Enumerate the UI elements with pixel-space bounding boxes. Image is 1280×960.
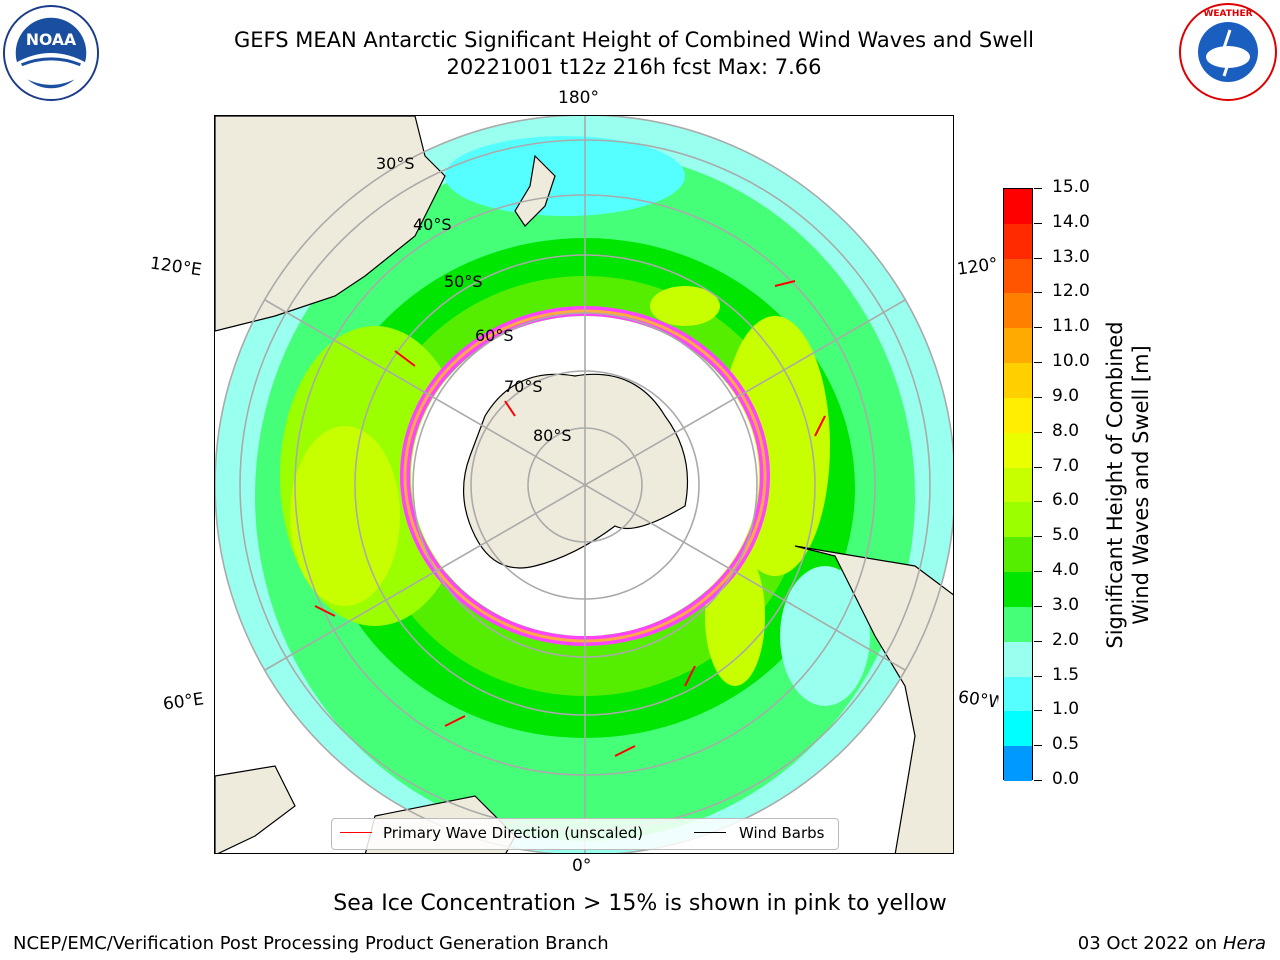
colorbar-tick-mark <box>1034 466 1042 468</box>
colorbar-tick-label: 13.0 <box>1052 246 1090 267</box>
colorbar-title-line1: Significant Height of Combined <box>1103 321 1127 649</box>
colorbar-tick-mark <box>1034 501 1042 503</box>
noaa-logo: NOAA <box>2 4 100 102</box>
colorbar-segment <box>1004 432 1032 469</box>
colorbar-tick-label: 4.0 <box>1052 560 1080 581</box>
colorbar-tick-mark <box>1034 571 1042 573</box>
lat-label-80s: 80°S <box>533 426 572 445</box>
lon-label-120w: 120°W <box>955 254 999 280</box>
colorbar-tick-label: 1.0 <box>1052 699 1080 720</box>
colorbar-segment <box>1004 676 1032 712</box>
colorbar-tick-mark <box>1034 188 1042 189</box>
colorbar-segment <box>1004 537 1032 573</box>
wave-legend-label: Primary Wave Direction (unscaled) <box>383 824 644 842</box>
lon-label-60e: 60°E <box>161 689 206 715</box>
lat-label-30s: 30°S <box>376 154 415 173</box>
antarctic-wave-map <box>215 116 953 853</box>
colorbar-segment <box>1004 606 1032 643</box>
lat-label-50s: 50°S <box>444 272 483 291</box>
wave-legend-line <box>340 832 372 833</box>
footer-date: 03 Oct 2022 on Hera <box>1078 933 1266 954</box>
colorbar-tick-mark <box>1034 640 1042 642</box>
wind-legend-label: Wind Barbs <box>739 824 825 842</box>
colorbar-tick-label: 0.5 <box>1052 734 1080 755</box>
lat-label-70s: 70°S <box>504 377 543 396</box>
colorbar-tick-mark <box>1034 605 1042 607</box>
colorbar-segment <box>1004 397 1032 434</box>
colorbar-segment <box>1004 223 1032 260</box>
colorbar-tick-label: 1.5 <box>1052 664 1080 685</box>
colorbar-tick-mark <box>1034 745 1042 747</box>
colorbar-tick-label: 11.0 <box>1052 316 1090 337</box>
australia <box>215 116 446 332</box>
colorbar-tick-mark <box>1034 710 1042 712</box>
colorbar-title-line2: Wind Waves and Swell [m] <box>1129 345 1153 625</box>
colorbar-tick-mark <box>1034 396 1042 398</box>
map-legend: Primary Wave Direction (unscaled) Wind B… <box>331 818 839 850</box>
colorbar-tick-label: 6.0 <box>1052 490 1080 511</box>
colorbar-tick-mark <box>1034 292 1042 294</box>
colorbar-tick-mark <box>1034 222 1042 224</box>
lon-label-60w: 60°W <box>956 687 1000 713</box>
colorbar-tick-mark <box>1034 362 1042 364</box>
footer-host: Hera <box>1222 933 1266 954</box>
lat-label-40s: 40°S <box>413 215 452 234</box>
colorbar-tick-label: 9.0 <box>1052 385 1080 406</box>
colorbar-segment <box>1004 467 1032 503</box>
sea-ice-note: Sea Ice Concentration > 15% is shown in … <box>333 891 947 916</box>
colorbar-tick-label: 10.0 <box>1052 351 1090 372</box>
colorbar-segment <box>1004 258 1032 294</box>
colorbar <box>1003 188 1033 782</box>
colorbar-segment <box>1004 641 1032 678</box>
map-panel <box>214 115 954 854</box>
colorbar-segment <box>1004 502 1032 538</box>
lon-label-120e: 120°E <box>148 253 203 281</box>
svg-text:WEATHER: WEATHER <box>1203 9 1252 19</box>
wave-arrows <box>314 280 826 757</box>
colorbar-tick-label: 8.0 <box>1052 420 1080 441</box>
colorbar-title: Significant Height of Combined Wind Wave… <box>1102 275 1154 695</box>
footer-date-text: 03 Oct 2022 on <box>1077 933 1223 954</box>
colorbar-tick-label: 2.0 <box>1052 629 1080 650</box>
colorbar-segment <box>1004 363 1032 399</box>
colorbar-tick-label: 0.0 <box>1052 769 1080 789</box>
colorbar-tick-label: 3.0 <box>1052 594 1080 615</box>
wind-legend-line <box>694 832 726 833</box>
colorbar-tick-label: 15.0 <box>1052 177 1090 197</box>
graticule <box>215 116 953 853</box>
footer-org: NCEP/EMC/Verification Post Processing Pr… <box>13 933 609 954</box>
africa <box>215 765 296 853</box>
chart-title: GEFS MEAN Antarctic Significant Height o… <box>233 28 1035 52</box>
nws-logo: WEATHER <box>1179 3 1277 101</box>
new-zealand <box>514 154 556 227</box>
colorbar-segment <box>1004 746 1032 782</box>
svg-text:NOAA: NOAA <box>26 30 77 49</box>
colorbar-tick-mark <box>1034 257 1042 259</box>
colorbar-tick-mark <box>1034 431 1042 433</box>
colorbar-tick-mark <box>1034 675 1042 677</box>
lon-label-180: 180° <box>558 88 599 108</box>
colorbar-tick-mark <box>1034 780 1042 781</box>
colorbar-tick-label: 14.0 <box>1052 211 1090 232</box>
colorbar-segment <box>1004 189 1032 225</box>
colorbar-segment <box>1004 293 1032 329</box>
lon-label-0: 0° <box>572 856 592 876</box>
lat-label-60s: 60°S <box>475 326 514 345</box>
colorbar-tick-label: 7.0 <box>1052 455 1080 476</box>
colorbar-tick-label: 5.0 <box>1052 525 1080 546</box>
colorbar-tick-mark <box>1034 327 1042 329</box>
chart-subtitle: 20221001 t12z 216h fcst Max: 7.66 <box>446 55 822 79</box>
colorbar-tick-mark <box>1034 536 1042 538</box>
colorbar-segment <box>1004 711 1032 747</box>
colorbar-segment <box>1004 572 1032 608</box>
colorbar-tick-label: 12.0 <box>1052 281 1090 302</box>
colorbar-segment <box>1004 328 1032 364</box>
